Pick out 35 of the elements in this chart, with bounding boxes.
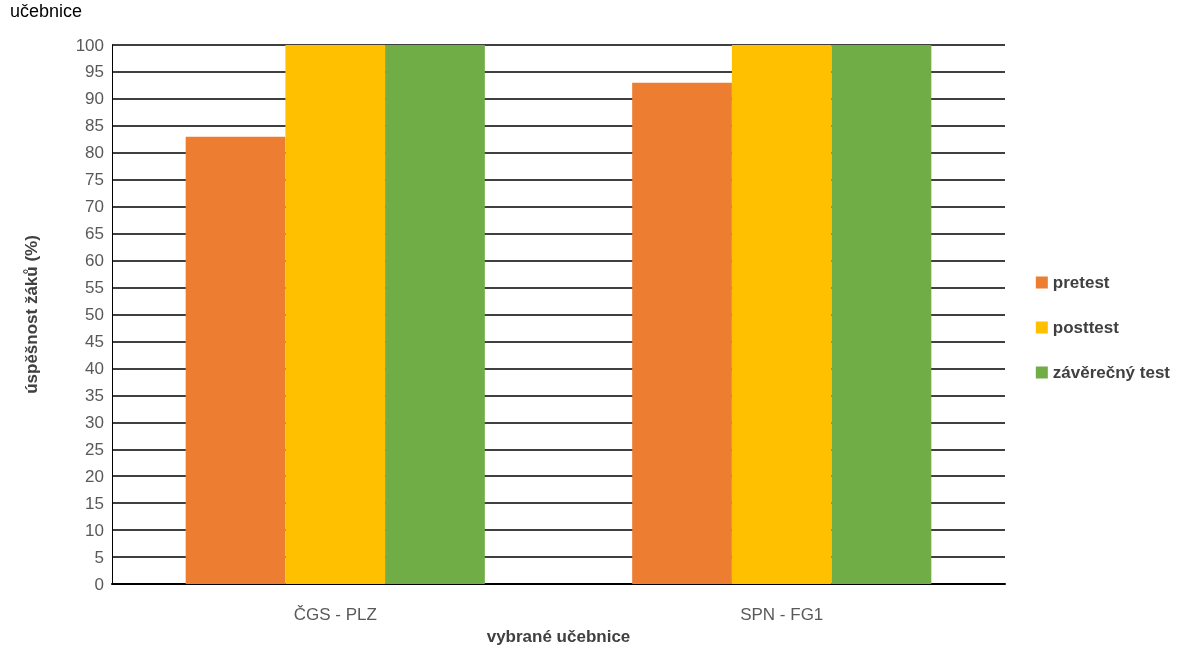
y-tick-label: 95	[85, 62, 104, 82]
x-axis-title: vybrané učebnice	[486, 626, 631, 646]
y-tick-label: 50	[85, 305, 104, 324]
y-tick-label: 5	[94, 547, 104, 567]
y-tick-label: 100	[75, 35, 104, 55]
y-tick-label: 45	[85, 331, 104, 351]
y-tick-label: 20	[85, 466, 104, 486]
bar	[632, 82, 732, 584]
y-tick-label: 80	[85, 143, 104, 163]
y-tick-label: 85	[85, 116, 104, 136]
y-tick-label: 75	[85, 170, 104, 190]
x-tick-label: SPN - FG1	[740, 605, 824, 624]
legend-label: závěrečný test	[1052, 363, 1171, 382]
bar	[285, 45, 386, 584]
legend-label: posttest	[1052, 318, 1120, 337]
y-tick-label: 25	[85, 439, 104, 459]
x-tick-label: ČGS - PLZ	[293, 605, 377, 624]
y-tick-label: 35	[85, 385, 104, 405]
y-tick-label: 55	[85, 278, 104, 298]
y-tick-label: 30	[85, 412, 104, 432]
bar	[385, 45, 485, 584]
bar	[185, 136, 286, 584]
y-tick-label: 65	[85, 224, 104, 244]
legend-label: pretest	[1052, 273, 1110, 292]
y-tick-label: 15	[85, 493, 104, 513]
y-tick-label: 40	[85, 358, 104, 378]
y-tick-label: 60	[85, 251, 104, 271]
bar	[831, 45, 932, 584]
chart-title: učebnice	[10, 1, 83, 21]
y-tick-label: 0	[94, 574, 104, 594]
y-tick-label: 90	[85, 89, 104, 109]
y-axis-title: úspěšnost žáků (%)	[22, 235, 41, 394]
y-tick-label: 10	[85, 520, 104, 540]
y-tick-label: 70	[85, 197, 104, 217]
bar	[731, 45, 832, 584]
